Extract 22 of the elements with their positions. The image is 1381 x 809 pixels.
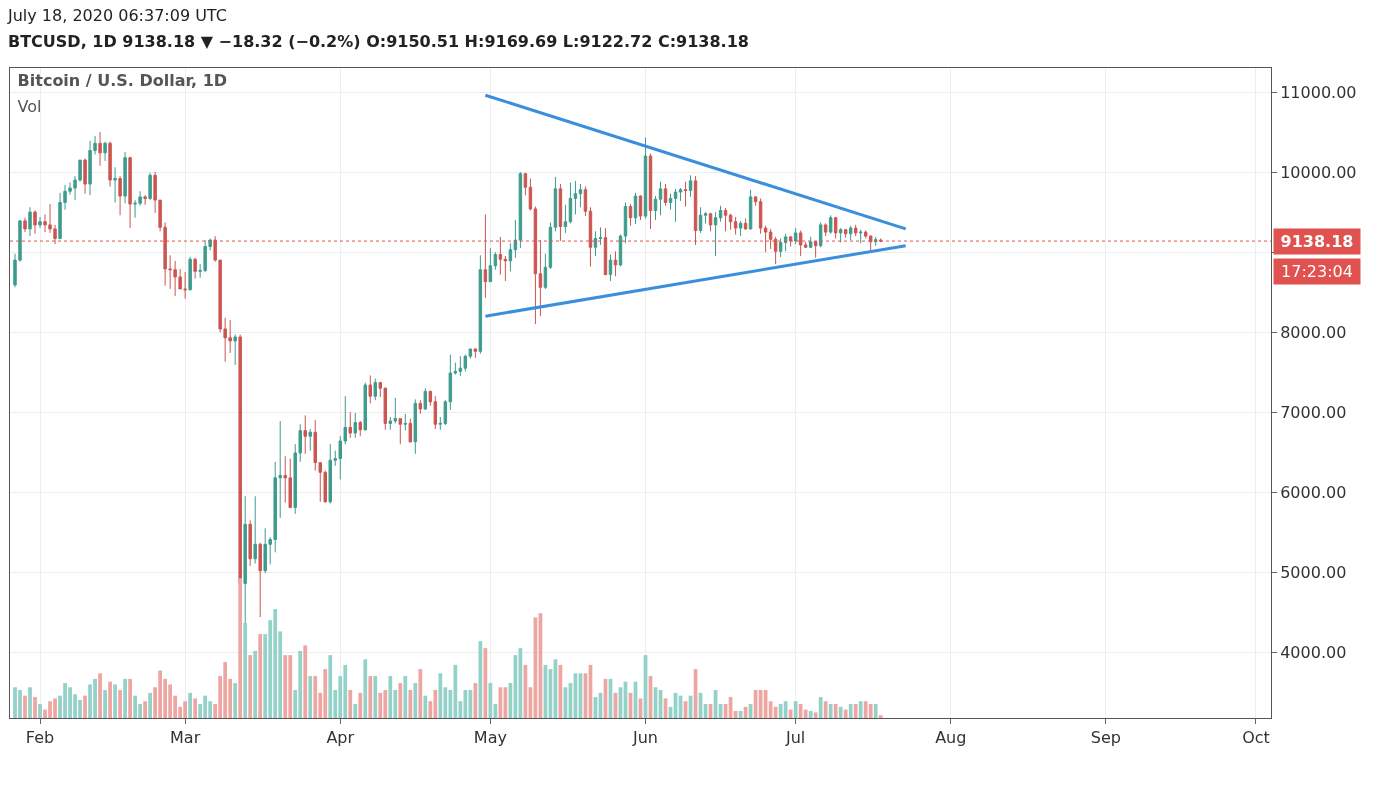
chart-title: Bitcoin / U.S. Dollar, 1D <box>17 70 228 90</box>
ref-line-label: 9138.18 <box>1280 232 1354 251</box>
y-tick-label: 8000.00 <box>1280 322 1347 342</box>
chart-title: Vol <box>17 96 42 116</box>
text: July 18, 2020 06:37:09 UTC <box>8 6 227 25</box>
x-tick-label: Mar <box>170 728 201 748</box>
x-tick-label: Jul <box>784 728 806 748</box>
y-tick-label: 10000.00 <box>1280 162 1357 182</box>
x-tick-label: Feb <box>25 728 55 748</box>
x-tick-label: Oct <box>1242 728 1270 748</box>
y-tick-label: 6000.00 <box>1280 482 1347 502</box>
x-tick-label: Sep <box>1090 728 1121 748</box>
x-tick-label: Aug <box>935 728 967 748</box>
y-tick-label: 11000.00 <box>1280 82 1357 102</box>
x-tick-label: Jun <box>632 728 658 748</box>
y-tick-label: 4000.00 <box>1280 642 1347 662</box>
x-tick-label: May <box>473 728 507 748</box>
text: 17:23:04 <box>1281 262 1353 281</box>
x-tick-label: Apr <box>326 728 355 748</box>
chart-subtitle: BTCUSD, 1D 9138.18 ▼ −18.32 (−0.2%) O:9150.51 H:9169.69 L:9122.72 C:9138.18 <box>8 32 749 51</box>
y-tick-label: 7000.00 <box>1280 402 1347 422</box>
y-tick-label: 5000.00 <box>1280 562 1347 582</box>
